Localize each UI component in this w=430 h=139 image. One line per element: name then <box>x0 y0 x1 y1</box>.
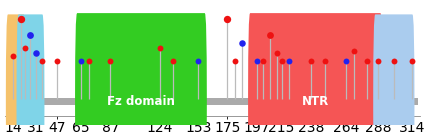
Point <box>77 60 84 62</box>
FancyBboxPatch shape <box>16 14 44 139</box>
Point <box>364 60 371 62</box>
Point <box>267 34 273 36</box>
Point <box>10 55 17 57</box>
Point <box>390 60 397 62</box>
Point <box>18 18 25 20</box>
Point <box>32 52 39 54</box>
Point <box>239 42 246 44</box>
Point <box>285 60 292 62</box>
FancyBboxPatch shape <box>6 14 26 139</box>
Point <box>321 60 328 62</box>
Point <box>22 47 28 49</box>
Point <box>86 60 92 62</box>
Point <box>107 60 114 62</box>
Point <box>54 60 61 62</box>
Point <box>224 18 231 20</box>
FancyBboxPatch shape <box>248 13 383 139</box>
Point <box>260 60 267 62</box>
Text: NTR: NTR <box>302 95 329 108</box>
Point <box>156 47 163 49</box>
Bar <box>8 98 418 105</box>
Point <box>253 60 260 62</box>
Point <box>169 60 176 62</box>
FancyBboxPatch shape <box>75 13 207 139</box>
Point <box>308 60 315 62</box>
Point <box>39 60 46 62</box>
Point <box>232 60 239 62</box>
Point <box>273 52 280 54</box>
Point <box>279 60 286 62</box>
Point <box>409 60 416 62</box>
FancyBboxPatch shape <box>373 14 415 139</box>
Point <box>375 60 381 62</box>
Point <box>195 60 202 62</box>
Text: Fz domain: Fz domain <box>107 95 175 108</box>
Point <box>27 34 34 36</box>
Point <box>350 50 357 52</box>
Point <box>342 60 349 62</box>
